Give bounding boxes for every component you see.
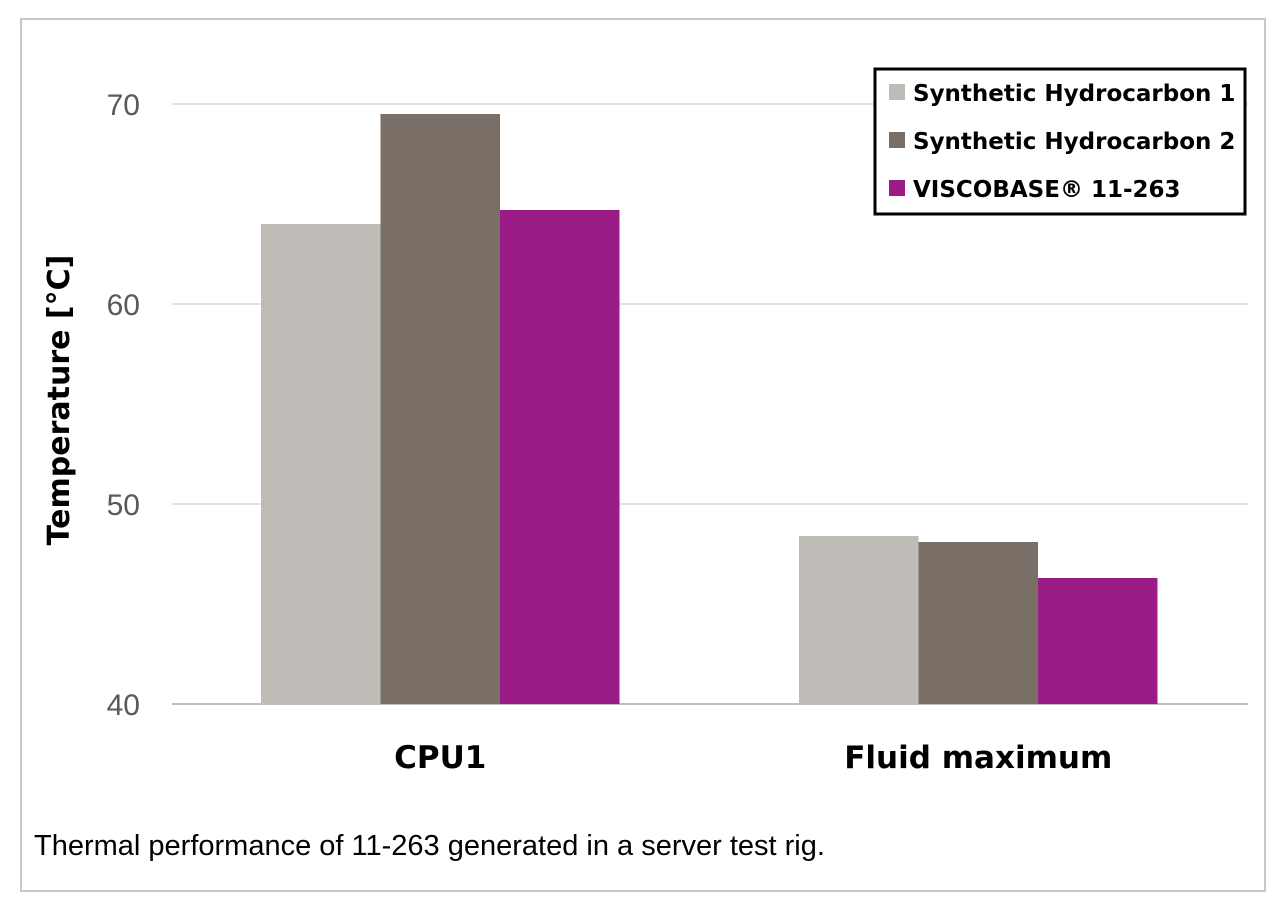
legend-swatch (889, 132, 905, 148)
legend-swatch (889, 180, 905, 196)
y-tick-labels: 40 50 60 70 (107, 89, 140, 722)
bar (1038, 578, 1158, 704)
y-tick-label: 40 (107, 689, 140, 722)
bar (380, 114, 500, 704)
bar (918, 542, 1038, 704)
figure-caption: Thermal performance of 11-263 generated … (34, 830, 825, 862)
y-tick-label: 50 (107, 489, 140, 522)
category-labels: CPU1 Fluid maximum (394, 740, 1112, 776)
legend-swatch (889, 84, 905, 100)
legend-entry: Synthetic Hydrocarbon 2 (913, 129, 1235, 155)
category-label: CPU1 (394, 740, 486, 776)
bars (261, 114, 1158, 704)
legend-entry: Synthetic Hydrocarbon 1 (913, 81, 1235, 107)
bar (261, 224, 381, 704)
y-tick-label: 70 (107, 89, 140, 122)
y-tick-label: 60 (107, 289, 140, 322)
legend: Synthetic Hydrocarbon 1 Synthetic Hydroca… (873, 67, 1247, 216)
legend-entry: VISCOBASE® 11-263 (913, 177, 1181, 203)
bar (500, 210, 620, 704)
category-label: Fluid maximum (844, 740, 1112, 776)
legend-box (873, 67, 1247, 216)
bar (799, 536, 919, 704)
y-axis-label: Temperature [°C] (42, 255, 77, 546)
